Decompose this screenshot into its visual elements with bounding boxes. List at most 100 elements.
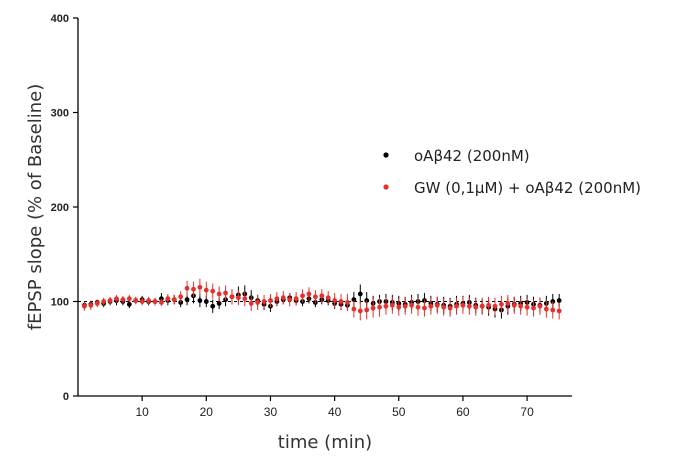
x-tick-label: 10	[135, 405, 149, 419]
y-tick-label: 200	[51, 202, 69, 214]
data-point	[389, 302, 395, 308]
series-2	[82, 278, 562, 321]
data-point	[184, 297, 190, 303]
data-point	[203, 287, 209, 293]
data-point	[556, 308, 562, 314]
data-point	[338, 299, 344, 304]
data-point	[152, 299, 158, 304]
data-point	[383, 303, 389, 309]
x-axis-title: time (min)	[278, 432, 372, 453]
data-point	[229, 294, 235, 300]
data-point	[114, 296, 119, 302]
plot-area	[78, 278, 563, 321]
data-point	[454, 303, 459, 309]
legend: oAβ42 (200nM) GW (0,1μM) + oAβ42 (200nM)	[383, 147, 641, 197]
y-tick-label: 0	[63, 391, 69, 403]
data-point	[428, 303, 434, 309]
legend-item-series-1: oAβ42 (200nM)	[383, 147, 530, 165]
data-point	[242, 296, 248, 302]
data-point	[377, 304, 382, 310]
data-point	[133, 298, 139, 303]
data-point	[511, 302, 517, 308]
data-point	[306, 291, 312, 297]
data-point	[370, 305, 376, 311]
x-tick-label: 50	[392, 405, 406, 419]
data-point	[82, 303, 87, 309]
data-point	[492, 303, 498, 309]
data-point	[216, 291, 222, 297]
data-point	[351, 306, 357, 312]
data-point	[126, 296, 132, 302]
y-tick-label: 400	[51, 13, 69, 25]
legend-item-series-2: GW (0,1μM) + oAβ42 (200nM)	[383, 179, 641, 197]
legend-label-series-1: oAβ42 (200nM)	[414, 147, 530, 165]
data-point	[159, 300, 164, 305]
legend-marker-series-2	[383, 184, 389, 190]
data-point	[178, 294, 184, 300]
data-point	[146, 298, 151, 303]
data-point	[235, 295, 241, 301]
data-point	[466, 303, 472, 309]
data-point	[543, 306, 549, 312]
data-point	[197, 284, 203, 290]
data-point	[499, 301, 504, 307]
data-point	[248, 300, 254, 306]
x-tick-label: 30	[264, 405, 278, 419]
data-point	[261, 299, 267, 304]
data-point	[422, 305, 427, 311]
data-point	[171, 297, 177, 303]
data-point	[550, 307, 556, 313]
data-point	[441, 304, 447, 310]
legend-marker-series-1	[383, 152, 389, 158]
data-point	[223, 290, 228, 296]
data-point	[537, 303, 543, 309]
data-point	[120, 297, 126, 303]
data-point	[325, 295, 331, 301]
data-point	[524, 304, 530, 310]
data-point	[210, 303, 216, 309]
data-point	[473, 304, 479, 310]
data-point	[332, 298, 338, 303]
data-point	[531, 305, 536, 311]
data-point	[300, 293, 305, 299]
x-tick-label: 40	[328, 405, 342, 419]
data-point	[165, 296, 171, 302]
data-point	[351, 297, 357, 303]
data-point	[518, 303, 524, 309]
data-point	[447, 305, 453, 311]
data-point	[486, 302, 491, 308]
data-point	[479, 303, 485, 309]
data-point	[268, 298, 273, 303]
data-point	[88, 302, 94, 308]
x-tick-label: 20	[200, 405, 214, 419]
data-point	[255, 300, 261, 305]
data-point	[216, 300, 222, 306]
data-point	[319, 293, 325, 299]
data-point	[126, 301, 132, 307]
data-point	[415, 304, 421, 310]
data-point	[203, 299, 209, 304]
data-point	[94, 300, 100, 306]
data-point	[107, 298, 113, 303]
data-point	[210, 288, 216, 294]
data-point	[345, 300, 350, 305]
data-point	[364, 307, 370, 313]
data-point	[505, 300, 511, 306]
data-point	[191, 286, 196, 292]
data-point	[402, 303, 408, 309]
data-point	[357, 308, 363, 314]
data-point	[139, 299, 145, 304]
data-point	[293, 296, 299, 302]
data-point	[274, 296, 280, 302]
y-tick-label: 100	[51, 297, 69, 309]
y-tick-label: 300	[51, 108, 69, 120]
data-point	[184, 285, 190, 291]
x-tick-label: 70	[520, 405, 534, 419]
data-point	[396, 304, 402, 310]
legend-label-series-2: GW (0,1μM) + oAβ42 (200nM)	[414, 179, 641, 197]
data-point	[556, 298, 562, 303]
data-point	[357, 291, 363, 297]
data-point	[287, 297, 293, 303]
data-point	[434, 302, 440, 308]
